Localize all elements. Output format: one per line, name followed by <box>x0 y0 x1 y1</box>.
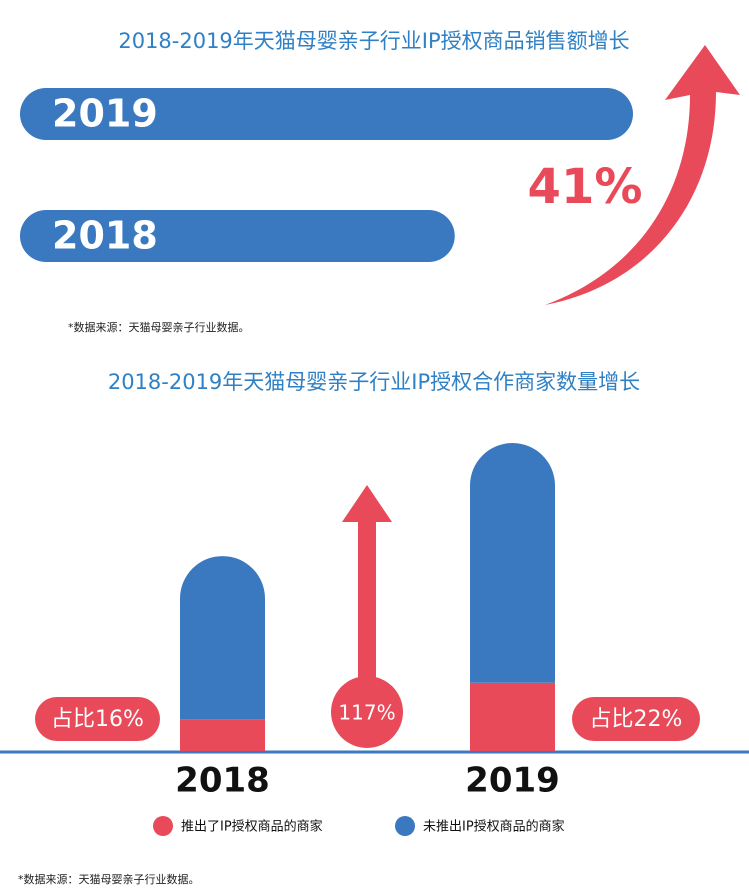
chart-title: 2018-2019年天猫母婴亲子行业IP授权合作商家数量增长 <box>108 370 640 394</box>
bar <box>20 88 633 140</box>
growth-label: 117% <box>338 701 395 725</box>
x-tick-label: 2018 <box>175 761 270 801</box>
legend-marker <box>153 816 173 836</box>
bar-label: 2019 <box>52 92 158 136</box>
growth-circle <box>331 676 403 748</box>
bar-label: 2018 <box>52 214 158 258</box>
legend-label: 推出了IP授权商品的商家 <box>181 819 323 835</box>
x-tick-label: 2019 <box>465 761 560 801</box>
share-pill <box>35 697 160 741</box>
growth-label: 41% <box>528 159 643 215</box>
bar-segment <box>180 556 265 720</box>
share-pill <box>572 697 700 741</box>
growth-arrow <box>545 45 740 305</box>
bar-segment <box>180 719 265 751</box>
legend-marker <box>395 816 415 836</box>
bar-segment <box>470 682 555 751</box>
arrow-head <box>342 485 392 522</box>
arrow-shaft <box>358 515 376 680</box>
bar-segment <box>470 443 555 683</box>
chart-title: 2018-2019年天猫母婴亲子行业IP授权商品销售额增长 <box>118 29 629 53</box>
legend-label: 未推出IP授权商品的商家 <box>423 819 565 835</box>
share-label: 占比22% <box>590 707 683 732</box>
source-note: *数据来源：天猫母婴亲子行业数据。 <box>18 872 200 886</box>
source-note: *数据来源：天猫母婴亲子行业数据。 <box>68 320 250 334</box>
share-label: 占比16% <box>51 707 144 732</box>
bar <box>20 210 455 262</box>
